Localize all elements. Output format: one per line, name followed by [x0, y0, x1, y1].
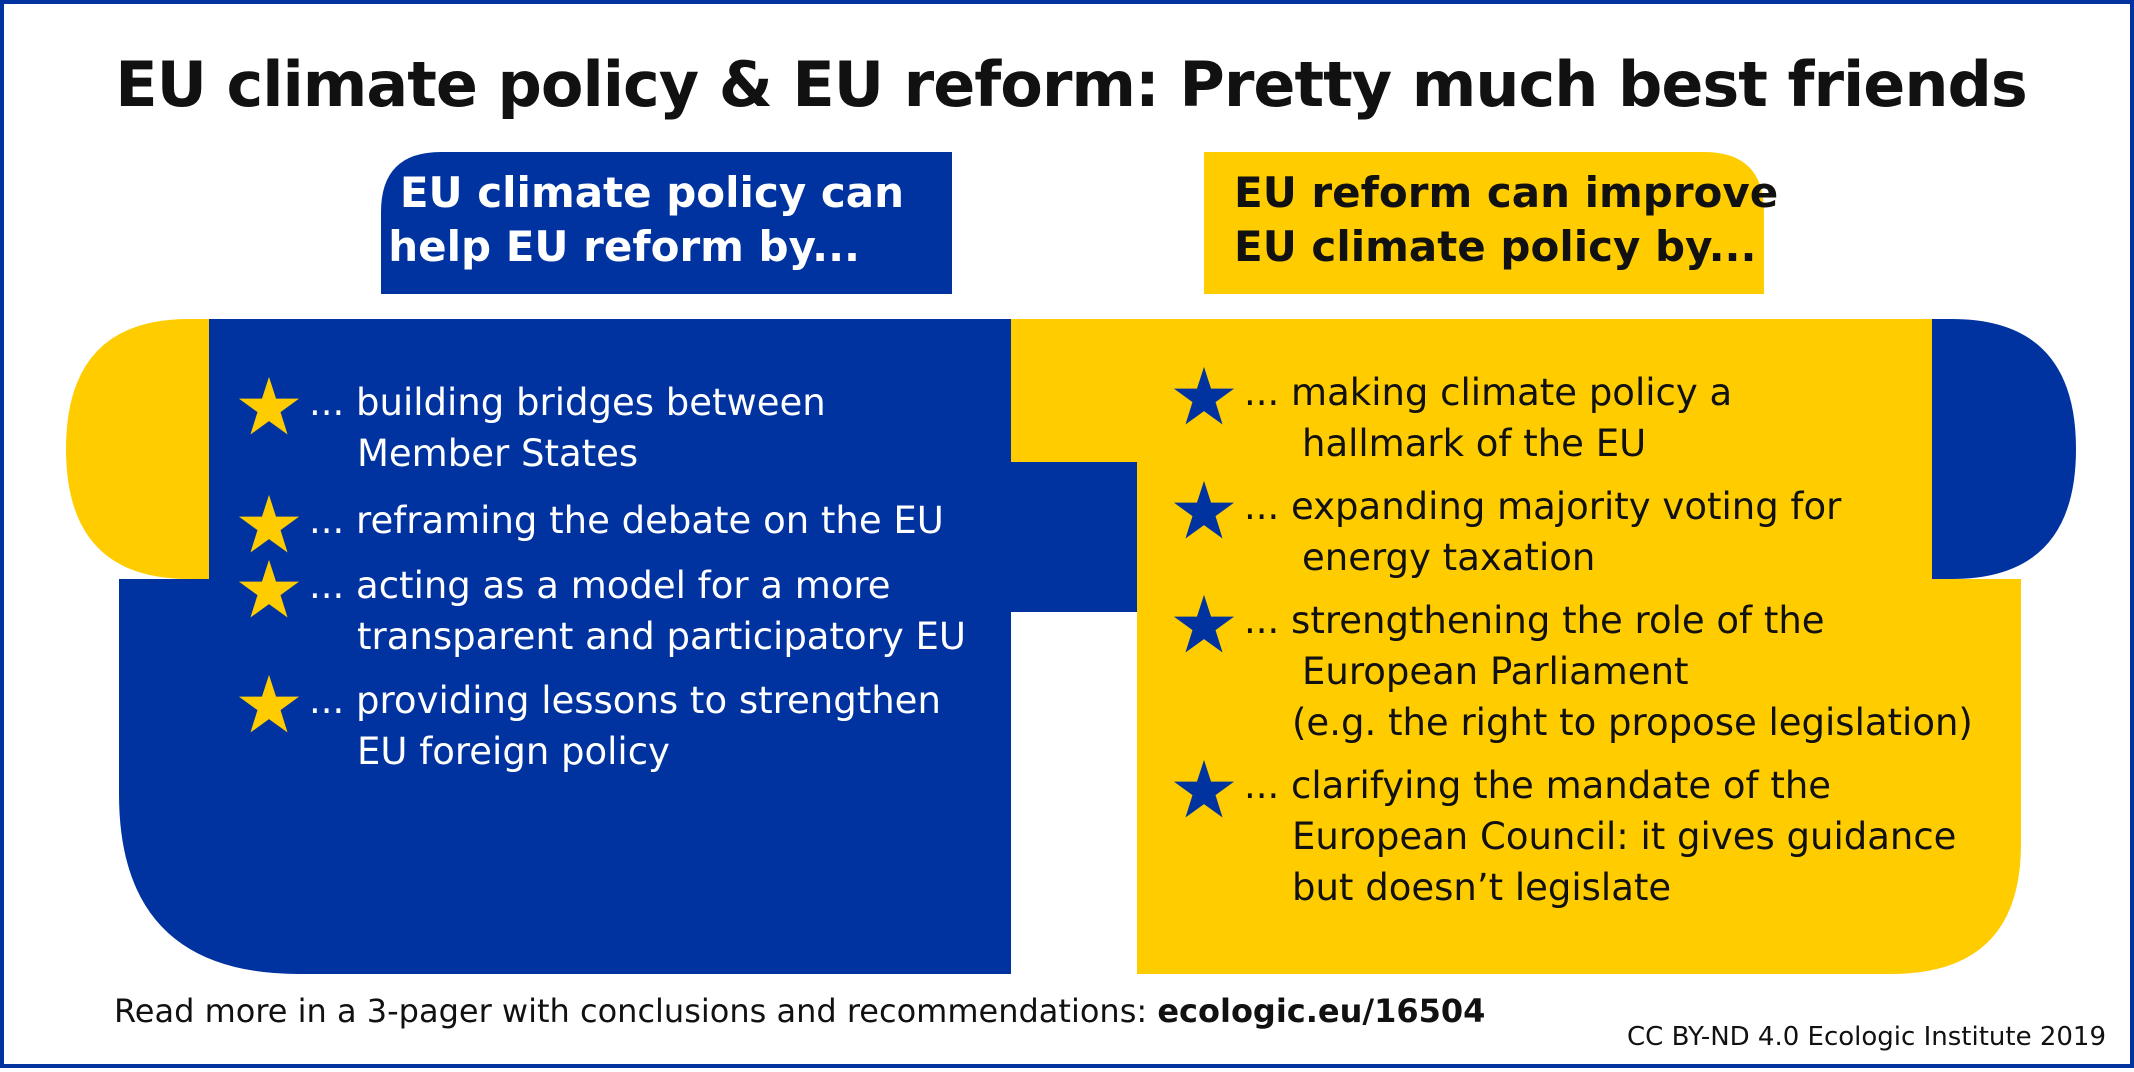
item-line: EU foreign policy: [357, 730, 670, 773]
star-icon: [237, 375, 301, 439]
list-item-text: ... providing lessons to strengthen EU f…: [309, 675, 966, 777]
right-panel-header: EU reform can improve EU climate policy …: [1234, 166, 1779, 274]
star-icon: [237, 673, 301, 737]
right-header-line1: EU reform can improve: [1234, 168, 1779, 217]
item-line: ... reframing the debate on the EU: [309, 499, 944, 542]
star-icon: [1172, 479, 1236, 543]
item-line: ... providing lessons to strengthen: [309, 679, 941, 722]
list-item: ... strengthening the role of the Europe…: [1172, 593, 1973, 748]
yellow-notch: [1011, 319, 1139, 462]
item-line: ... clarifying the mandate of the: [1244, 764, 1832, 807]
list-item: ... clarifying the mandate of the Europe…: [1172, 758, 1973, 913]
list-item: ... expanding majority voting for energy…: [1172, 479, 1973, 583]
left-header-line1: EU climate policy can: [399, 168, 904, 217]
background-shapes: [66, 152, 2076, 974]
list-item: ... reframing the debate on the EU: [238, 494, 966, 553]
item-line: ... making climate policy a: [1244, 371, 1733, 414]
left-header-tab: [381, 152, 952, 294]
item-line: ... strengthening the role of the: [1244, 599, 1825, 642]
footer-text: Read more in a 3-pager with conclusions …: [114, 992, 1158, 1030]
star-icon: [237, 493, 301, 557]
license-credit: CC BY-ND 4.0 Ecologic Institute 2019: [1627, 1022, 2106, 1052]
left-main-panel: [119, 319, 1137, 974]
list-item: ... making climate policy a hallmark of …: [1172, 365, 1973, 469]
page-title: EU climate policy & EU reform: Pretty mu…: [115, 48, 2028, 121]
right-end-cap: [1932, 319, 2076, 579]
item-line: energy taxation: [1302, 536, 1596, 579]
star-icon: [1172, 593, 1236, 657]
list-item-text: ... reframing the debate on the EU: [309, 495, 966, 546]
list-item: ... building bridges between Member Stat…: [237, 375, 966, 479]
list-item-text: ... expanding majority voting for energy…: [1244, 481, 1973, 583]
item-line: ... acting as a model for a more: [309, 564, 891, 607]
item-line: (e.g. the right to propose legislation): [1292, 701, 1973, 744]
right-header-tab: [1204, 152, 1764, 294]
left-end-cap: [66, 319, 209, 579]
item-line: but doesn’t legislate: [1292, 866, 1672, 909]
left-header-line2: help EU reform by...: [388, 222, 860, 271]
item-line: ... building bridges between: [309, 381, 826, 424]
list-item-text: ... clarifying the mandate of the Europe…: [1244, 760, 1973, 913]
right-main-panel: [1137, 319, 2021, 974]
list-item: ... providing lessons to strengthen EU f…: [237, 673, 966, 777]
item-line: ... expanding majority voting for: [1244, 485, 1842, 528]
list-item: ... acting as a model for a more transpa…: [237, 558, 966, 662]
item-line: European Council: it gives guidance: [1292, 815, 1957, 858]
right-header-line2: EU climate policy by...: [1234, 222, 1757, 271]
star-icon: [1172, 365, 1236, 429]
footer-link[interactable]: ecologic.eu/16504: [1157, 992, 1486, 1030]
star-icon: [1172, 758, 1236, 822]
list-item-text: ... making climate policy a hallmark of …: [1244, 367, 1973, 469]
list-item-text: ... strengthening the role of the Europe…: [1244, 595, 1973, 748]
star-icon: [237, 558, 301, 622]
list-item-text: ... acting as a model for a more transpa…: [309, 560, 966, 662]
item-line: transparent and participatory EU: [357, 615, 966, 658]
item-line: Member States: [357, 432, 639, 475]
item-line: European Parliament: [1302, 650, 1689, 693]
left-panel-header: EU climate policy can help EU reform by.…: [384, 166, 904, 274]
right-benefit-list: ... making climate policy a hallmark of …: [1172, 365, 1973, 913]
item-line: hallmark of the EU: [1302, 422, 1647, 465]
list-item-text: ... building bridges between Member Stat…: [309, 377, 966, 479]
left-benefit-list: ... building bridges between Member Stat…: [237, 375, 966, 777]
footer-note: Read more in a 3-pager with conclusions …: [114, 992, 1485, 1030]
